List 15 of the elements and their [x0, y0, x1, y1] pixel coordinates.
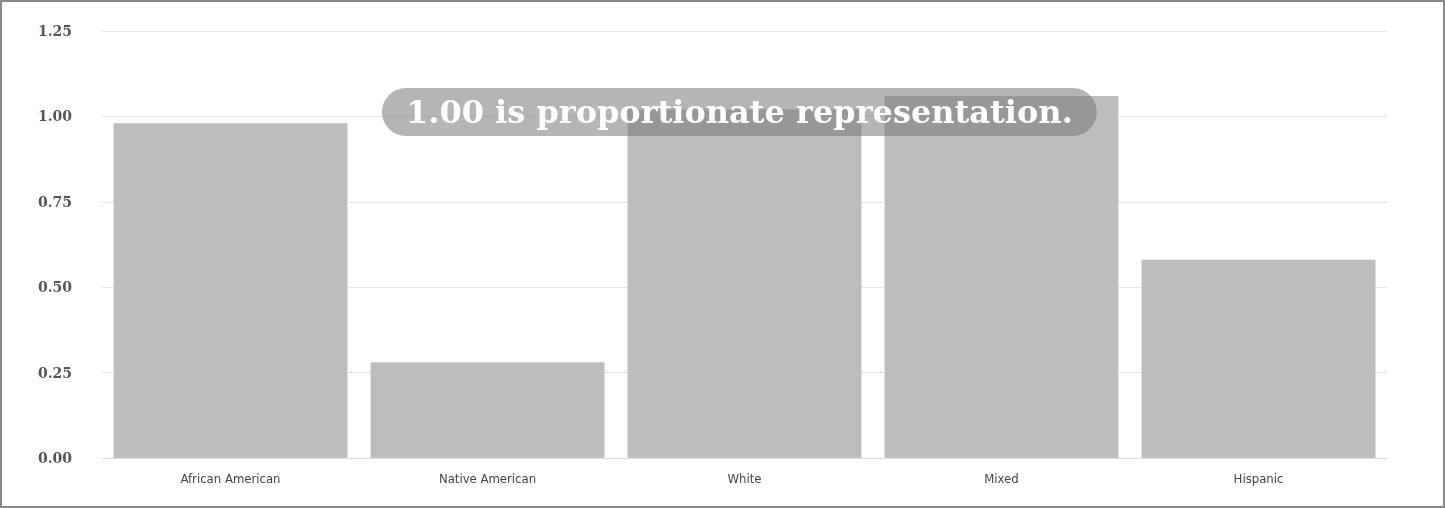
x-tick-label: African American — [180, 471, 281, 486]
x-tick-label: Mixed — [984, 471, 1019, 486]
x-tick-label: Hispanic — [1233, 471, 1284, 486]
y-tick-label: 0.00 — [37, 450, 73, 466]
y-tick-label: 1.00 — [37, 108, 73, 125]
bar — [370, 362, 605, 458]
bar — [113, 123, 348, 458]
x-tick-label: White — [727, 471, 762, 486]
x-tick-label: Native American — [438, 471, 537, 486]
y-tick-label: 0.75 — [37, 193, 72, 210]
annotation: 1.00 is proportionate representation. — [406, 93, 1073, 131]
y-tick-label: 1.25 — [37, 23, 72, 39]
y-tick-label: 0.50 — [37, 279, 73, 296]
y-tick-label: 0.25 — [37, 364, 72, 381]
bar — [1141, 259, 1376, 458]
